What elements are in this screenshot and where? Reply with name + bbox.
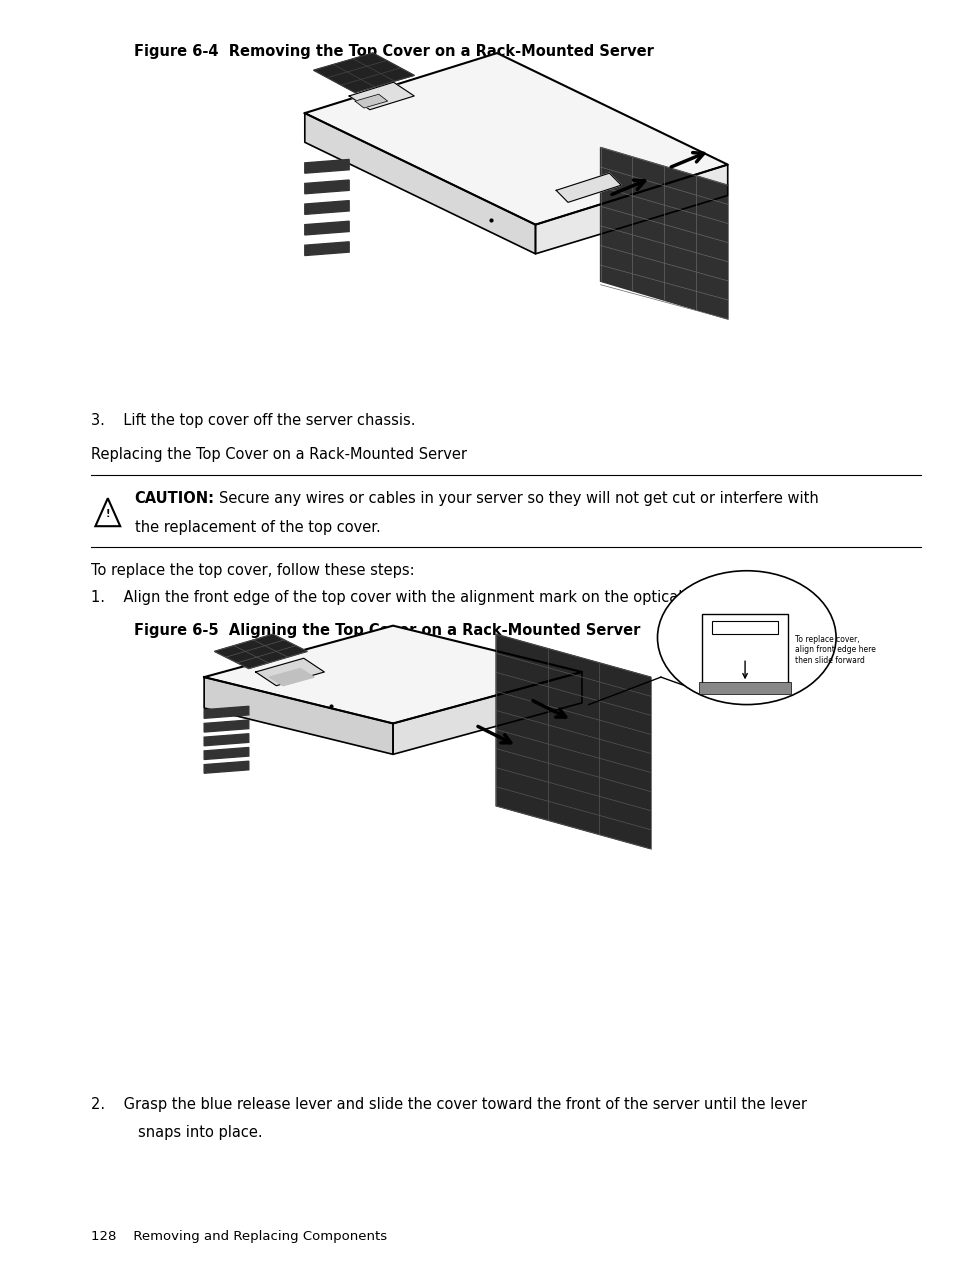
Ellipse shape [657, 571, 835, 704]
Text: 2.    Grasp the blue release lever and slide the cover toward the front of the s: 2. Grasp the blue release lever and slid… [91, 1097, 806, 1112]
Text: 3.    Lift the top cover off the server chassis.: 3. Lift the top cover off the server cha… [91, 413, 415, 428]
Polygon shape [204, 719, 249, 732]
Polygon shape [305, 53, 727, 225]
Polygon shape [204, 761, 249, 773]
Text: Figure 6-5  Aligning the Top Cover on a Rack-Mounted Server: Figure 6-5 Aligning the Top Cover on a R… [133, 623, 639, 638]
Polygon shape [214, 634, 307, 669]
Polygon shape [305, 241, 349, 255]
Text: !: ! [106, 508, 110, 519]
Bar [701, 614, 787, 686]
Polygon shape [305, 221, 349, 235]
Text: Figure 6-4  Removing the Top Cover on a Rack-Mounted Server: Figure 6-4 Removing the Top Cover on a R… [133, 44, 653, 60]
Text: Secure any wires or cables in your server so they will not get cut or interfere : Secure any wires or cables in your serve… [219, 491, 819, 506]
Polygon shape [204, 677, 393, 755]
Polygon shape [496, 634, 650, 849]
Text: Replacing the Top Cover on a Rack-Mounted Server: Replacing the Top Cover on a Rack-Mounte… [91, 447, 466, 463]
Polygon shape [600, 147, 727, 319]
Text: CAUTION:: CAUTION: [134, 491, 214, 506]
Polygon shape [305, 180, 349, 193]
Text: the replacement of the top cover.: the replacement of the top cover. [134, 520, 380, 535]
Bar [712, 620, 777, 634]
Text: 1.    Align the front edge of the top cover with the alignment mark on the optic: 1. Align the front edge of the top cover… [91, 590, 757, 605]
Text: snaps into place.: snaps into place. [138, 1125, 263, 1140]
Polygon shape [204, 707, 249, 718]
Polygon shape [204, 747, 249, 760]
Polygon shape [535, 165, 727, 254]
Polygon shape [305, 113, 535, 254]
Polygon shape [305, 159, 349, 173]
Bar [698, 683, 791, 694]
Polygon shape [349, 83, 414, 109]
Polygon shape [305, 201, 349, 215]
Polygon shape [269, 669, 314, 686]
Polygon shape [204, 733, 249, 746]
Text: To replace the top cover, follow these steps:: To replace the top cover, follow these s… [91, 563, 414, 578]
Polygon shape [204, 625, 581, 723]
Polygon shape [556, 173, 620, 202]
Polygon shape [355, 94, 387, 108]
Polygon shape [393, 672, 581, 755]
Polygon shape [314, 53, 414, 93]
Text: To replace cover,
align front edge here
then slide forward: To replace cover, align front edge here … [794, 634, 875, 665]
Polygon shape [255, 658, 324, 686]
Text: 128    Removing and Replacing Components: 128 Removing and Replacing Components [91, 1230, 386, 1243]
